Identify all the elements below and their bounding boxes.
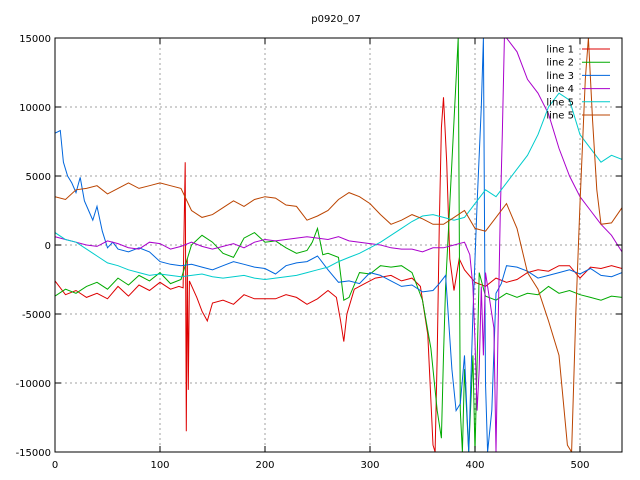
x-tick-label: 200 [255,460,274,471]
plot-area [55,38,622,452]
grid [55,38,622,452]
x-tick-label: 400 [465,460,484,471]
y-tick-label: -10000 [16,379,51,390]
y-tick-label: 0 [45,241,51,252]
x-tick-label: 100 [150,460,169,471]
series-line-6 [55,38,622,452]
y-tick-label: -15000 [16,448,51,459]
series-line-3 [55,38,622,452]
series-group [55,38,622,452]
legend-label: line 1 [546,45,574,56]
legend-label: line 3 [546,71,574,82]
x-tick-label: 500 [570,460,589,471]
series-line-1 [55,97,622,452]
y-tick-label: 15000 [19,34,51,45]
legend-label: line 2 [546,58,574,69]
series-line-2 [55,38,622,452]
legend-label: line 5 [546,97,574,108]
axis-ticks: 0 100 200 300 400 500 -15000 -10000 -5000 0 5000 10… [16,34,622,471]
y-tick-label: 10000 [19,103,51,114]
legend-label: line 4 [546,84,574,95]
series-line-4 [55,38,622,452]
x-tick-label: 0 [52,460,58,471]
x-tick-label: 300 [360,460,379,471]
legend-label: line 5 [546,111,574,122]
y-tick-label: -5000 [22,310,51,321]
legend: line 1 line 2 line 3 line 4 line 5 line 5 [546,45,610,122]
y-tick-label: 5000 [26,172,51,183]
chart-title: p0920_07 [311,14,361,25]
series-line-5 [55,92,622,281]
